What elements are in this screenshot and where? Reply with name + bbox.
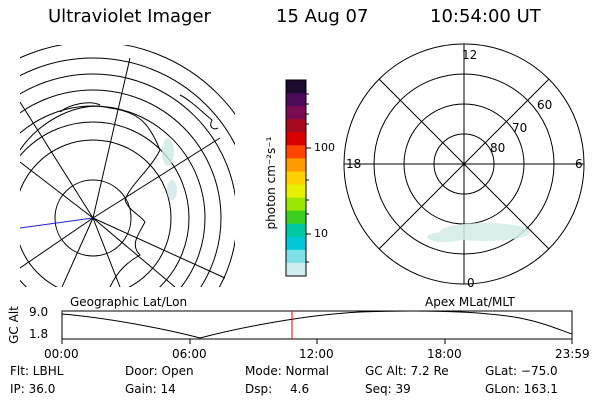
timeline-ytick-bottom: 1.8 (29, 327, 49, 341)
geo-panel-caption: Geographic Lat/Lon (70, 295, 188, 309)
colorbar-swatch (286, 210, 306, 225)
mag-aurora-oval (427, 223, 530, 242)
timeline-ytick-top: 9.0 (29, 305, 49, 319)
colorbar-tick-100: 100 (314, 141, 335, 154)
mlat-label-80: 80 (490, 141, 506, 155)
colorbar-swatch (286, 119, 306, 133)
geo-aurora-glow (162, 138, 177, 200)
geographic-map (20, 45, 235, 287)
timeline-xtick-3: 18:00 (427, 347, 462, 361)
glat-info: GLat: −75.0 (485, 364, 558, 378)
colorbar-swatch (286, 93, 306, 107)
mlt-label-18: 18 (346, 157, 362, 171)
timeline-xtick-1: 06:00 (172, 347, 207, 361)
timeline-xtick-0: 00:00 (44, 347, 79, 361)
gc-alt-curve (61, 310, 573, 339)
colorbar-swatch (286, 145, 306, 159)
mlat-label-60: 60 (537, 98, 553, 112)
colorbar-swatch (286, 80, 306, 94)
coastline (20, 94, 219, 287)
colorbar-scale (286, 80, 306, 277)
timeline-xtick-2: 12:00 (299, 347, 334, 361)
seq-info: Seq: 39 (365, 382, 411, 396)
door-info: Door: Open (125, 364, 194, 378)
timeline-ylabel: GC Alt (7, 306, 21, 344)
colorbar-tick-10: 10 (314, 227, 328, 240)
colorbar-swatch (286, 249, 306, 264)
gain-info: Gain: 14 (125, 382, 176, 396)
mlt-label-12: 12 (462, 48, 478, 62)
dsp-label: Dsp: (245, 382, 273, 396)
colorbar-swatch (286, 132, 306, 146)
dsp-value: 4.6 (290, 382, 310, 396)
colorbar-swatch (286, 106, 306, 120)
mlat-label-70: 70 (512, 121, 528, 135)
mlt-label-0: 0 (467, 276, 475, 290)
colorbar-swatch (286, 223, 306, 238)
mode-info: Mode: Normal (245, 364, 329, 378)
colorbar-unit-label: photon cm⁻²s⁻¹ (264, 136, 278, 230)
colorbar-frame (285, 79, 307, 277)
date-label: 15 Aug 07 (276, 6, 369, 27)
glon-info: GLon: 163.1 (485, 382, 558, 396)
timeline-xtick-4: 23:59 (555, 347, 590, 361)
time-label: 10:54:00 UT (430, 6, 541, 27)
colorbar-swatch (286, 171, 306, 186)
magnetic-polar-grid (343, 43, 585, 285)
colorbar-swatch (286, 184, 306, 199)
ip-info: IP: 36.0 (10, 382, 56, 396)
colorbar-swatch (286, 158, 306, 172)
mag-panel-caption: Apex MLat/MLT (425, 295, 515, 309)
colorbar-swatch (286, 262, 306, 277)
filter-info: Flt: LBHL (10, 364, 64, 378)
colorbar-swatch (286, 197, 306, 212)
gc-alt-info: GC Alt: 7.2 Re (365, 364, 449, 378)
colorbar-swatch (286, 236, 306, 251)
app-title: Ultraviolet Imager (48, 6, 211, 27)
mlt-label-6: 6 (575, 157, 583, 171)
